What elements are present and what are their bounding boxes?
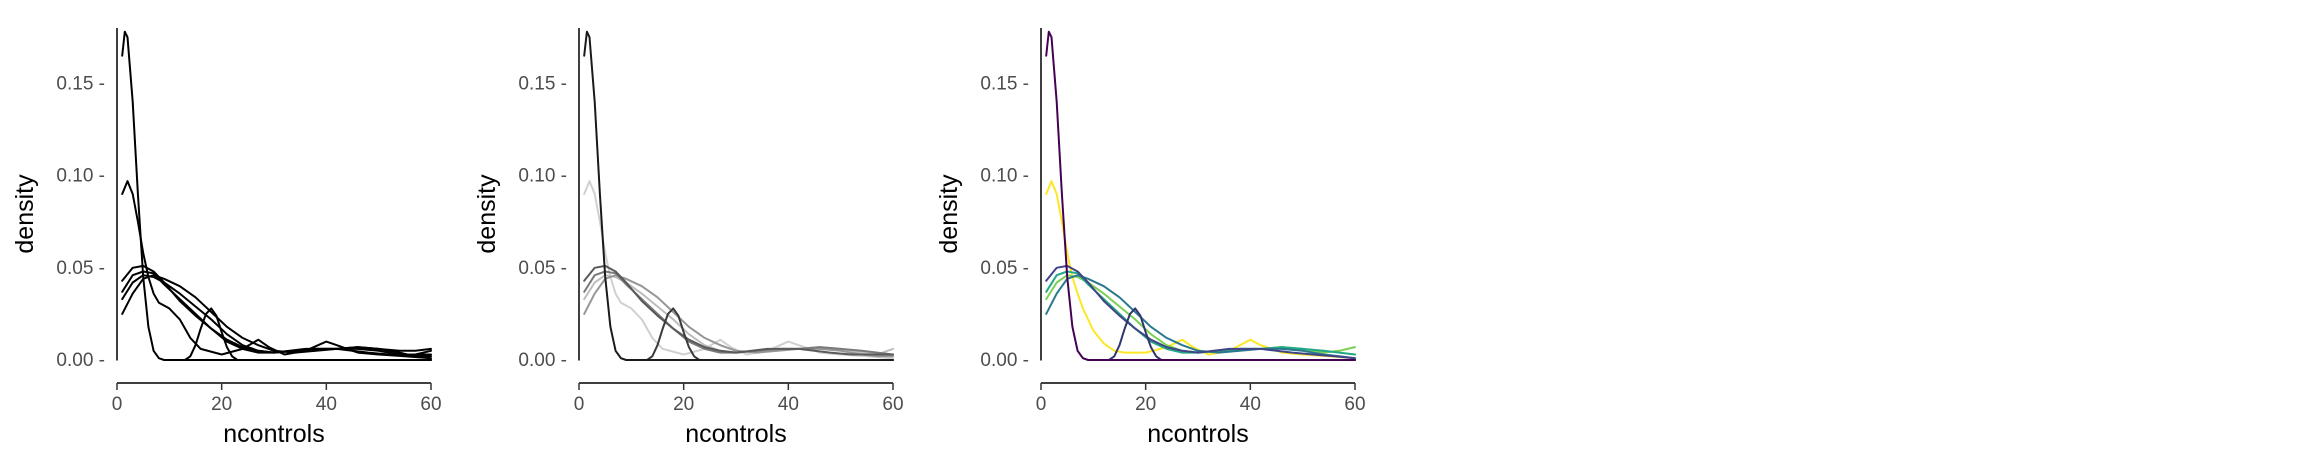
y-tick-label: 0.15 - [980, 73, 1029, 94]
x-tick-label: 40 [316, 394, 337, 415]
x-tick-label: 20 [211, 394, 232, 415]
x-tick-label: 0 [112, 394, 123, 415]
density-series-line [121, 270, 432, 354]
x-tick-label: 20 [673, 394, 694, 415]
density-series-line [1045, 274, 1356, 360]
y-tick-label: 0.05 - [518, 258, 567, 279]
y-tick-label: 0.00 - [980, 350, 1029, 371]
y-tick-label: 0.15 - [56, 73, 105, 94]
density-series-line [1045, 180, 1356, 360]
y-tick-label: 0.05 - [56, 258, 105, 279]
x-tick-label: 0 [574, 394, 585, 415]
density-series-line [1045, 270, 1356, 356]
density-series-line [121, 264, 432, 356]
x-tick-label: 40 [1240, 394, 1261, 415]
y-tick-label: 0.05 - [980, 258, 1029, 279]
x-tick-label: 60 [882, 394, 903, 415]
density-series-line [583, 30, 894, 361]
y-axis-title: density [935, 174, 963, 254]
y-tick-label: 0.00 - [518, 350, 567, 371]
density-series-line [646, 307, 894, 361]
density-chart-panel-left: 0.00 - 0.05 - 0.10 - 0.15 - 0 20 40 60 ncontrols… [11, 28, 442, 448]
density-chart-panel-middle: 0.00 - 0.05 - 0.10 - 0.15 - 0 20 40 60 ncontrols… [473, 28, 904, 448]
density-series-line [1045, 264, 1356, 360]
y-axis-title: density [11, 174, 39, 254]
y-tick-label: 0.15 - [518, 73, 567, 94]
x-axis-title: ncontrols [685, 420, 786, 448]
x-tick-label: 60 [420, 394, 441, 415]
density-series-line [583, 270, 894, 356]
density-series-line [583, 180, 894, 360]
density-series-line [121, 180, 432, 360]
y-tick-label: 0.10 - [56, 166, 105, 187]
x-tick-label: 0 [1036, 394, 1047, 415]
x-tick-label: 40 [778, 394, 799, 415]
x-tick-label: 20 [1135, 394, 1156, 415]
x-tick-label: 60 [1344, 394, 1365, 415]
y-tick-label: 0.10 - [980, 166, 1029, 187]
y-tick-label: 0.10 - [518, 166, 567, 187]
x-axis-title: ncontrols [223, 420, 324, 448]
density-series-line [1108, 307, 1356, 361]
y-axis-title: density [473, 174, 501, 254]
y-tick-label: 0.00 - [56, 350, 105, 371]
x-axis-title: ncontrols [1147, 420, 1248, 448]
density-chart-panel-right: 0.00 - 0.05 - 0.10 - 0.15 - 0 20 40 60 ncontrols… [935, 28, 1366, 448]
density-series-line [583, 264, 894, 356]
density-series-line [121, 30, 432, 361]
density-series-line [184, 307, 432, 361]
density-series-line [1045, 30, 1356, 361]
